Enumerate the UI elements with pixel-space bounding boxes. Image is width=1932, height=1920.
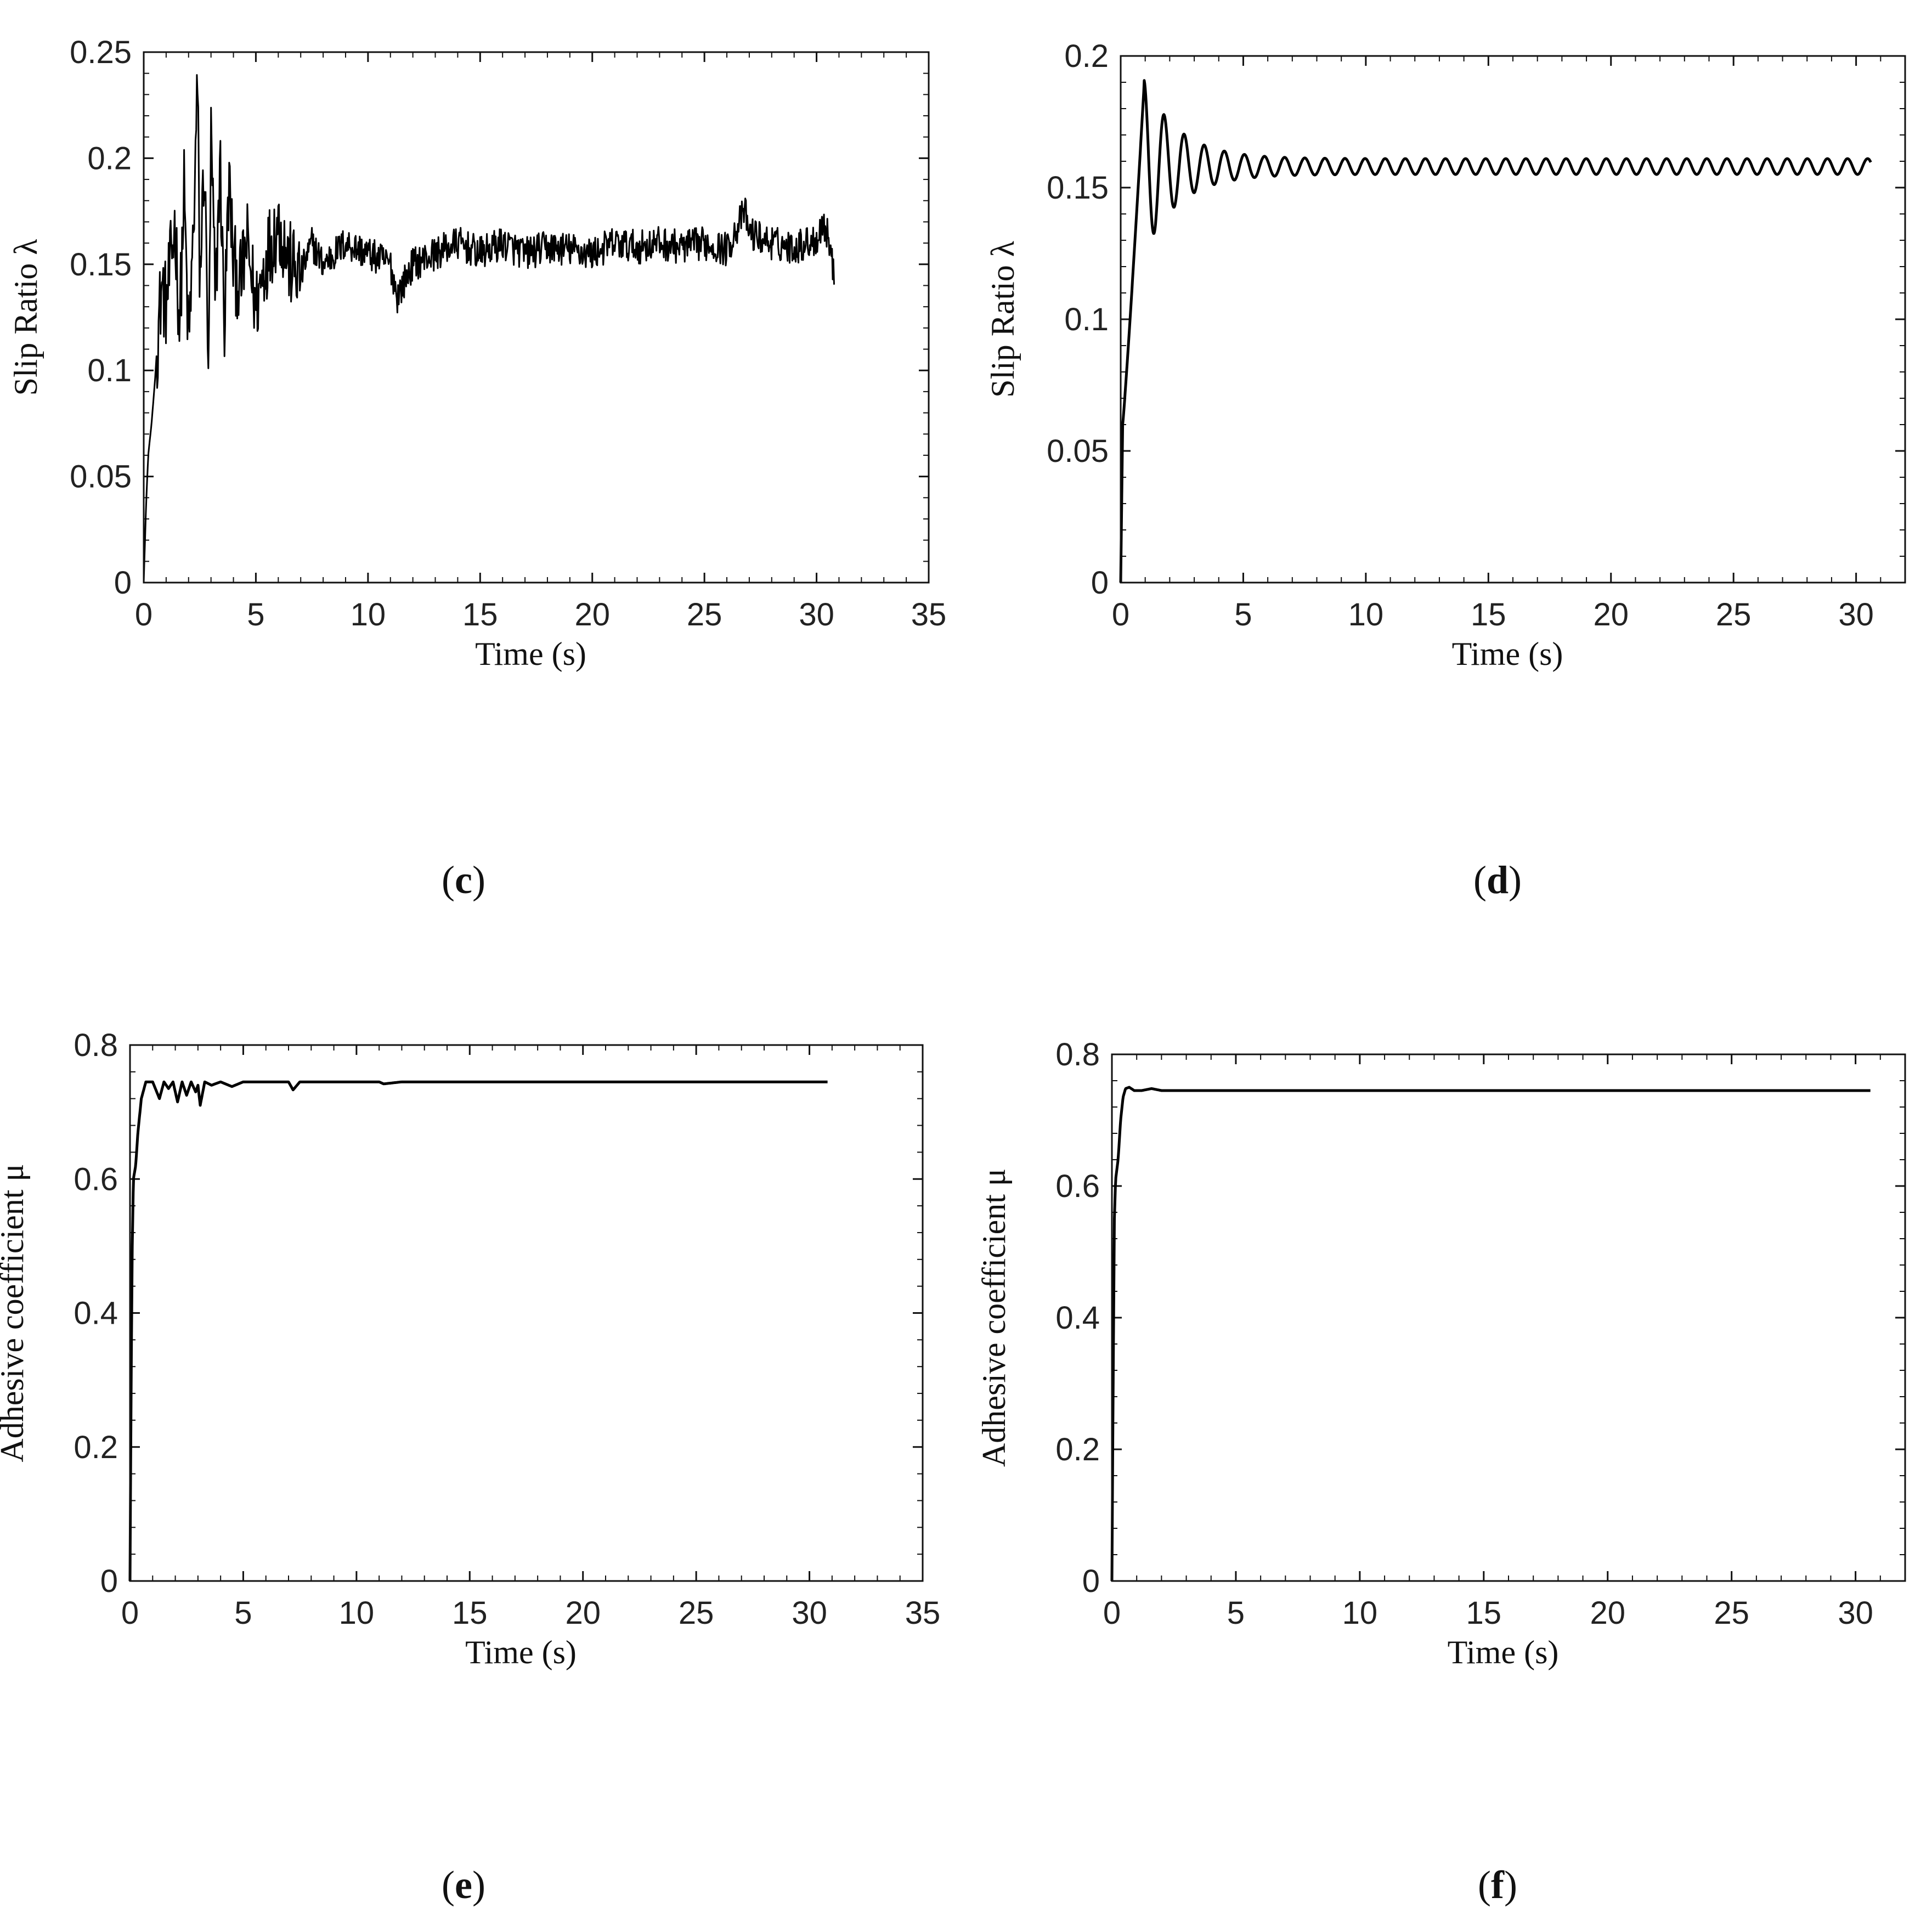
x-tick-label: 5 xyxy=(247,597,264,633)
x-tick-label: 20 xyxy=(1593,597,1629,633)
x-tick-label: 25 xyxy=(687,597,722,633)
y-tick-label: 0.4 xyxy=(1055,1300,1100,1336)
x-tick-label: 10 xyxy=(351,597,386,633)
x-axis-label: Time (s) xyxy=(475,636,586,672)
x-tick-label: 15 xyxy=(452,1595,488,1631)
x-tick-label: 30 xyxy=(1838,1595,1873,1631)
y-tick-label: 0.6 xyxy=(1055,1168,1100,1204)
plot-frame xyxy=(129,1044,924,1582)
y-tick-label: 0.8 xyxy=(1055,1037,1100,1072)
x-tick-label: 25 xyxy=(679,1595,714,1631)
panel-e: 0 5 10 15 20 25 30 35 0 0.2 0.4 0.6 0.8 Time (s) Adhes… xyxy=(0,1027,940,1670)
x-tick-label: 35 xyxy=(911,597,947,633)
y-tick-label: 0.8 xyxy=(74,1027,118,1063)
series-line xyxy=(1110,1086,1872,1582)
x-tick-label: 5 xyxy=(1227,1595,1245,1631)
y-tick-label: 0.6 xyxy=(74,1161,118,1197)
y-axis-label: Adhesive coefficient μ xyxy=(976,1168,1012,1467)
x-tick-label: 10 xyxy=(1348,597,1384,633)
panel-label-e: (e) xyxy=(442,1863,485,1907)
series-line xyxy=(143,74,835,583)
plot-frame xyxy=(1111,1053,1906,1582)
y-tick-label: 0 xyxy=(114,565,132,601)
x-tick-label: 30 xyxy=(792,1595,827,1631)
panel-d: 0 5 10 15 20 25 30 0 0.05 0.1 0.15 0.2 Time (s) Slip … xyxy=(985,38,1906,672)
x-tick-label: 10 xyxy=(1342,1595,1378,1631)
x-tick-label: 20 xyxy=(1590,1595,1625,1631)
y-tick-label: 0.2 xyxy=(1064,38,1109,74)
y-tick-label: 0.05 xyxy=(70,459,132,495)
y-tick-label: 0.25 xyxy=(70,35,132,70)
x-tick-label: 30 xyxy=(799,597,834,633)
y-tick-label: 0.15 xyxy=(70,247,132,283)
x-tick-label: 35 xyxy=(905,1595,941,1631)
x-tick-label: 25 xyxy=(1716,597,1752,633)
x-tick-label: 15 xyxy=(462,597,498,633)
x-tick-label: 30 xyxy=(1838,597,1874,633)
y-tick-label: 0.1 xyxy=(1064,302,1109,337)
x-tick-label: 10 xyxy=(339,1595,375,1631)
panel-label-f: (f) xyxy=(1478,1863,1517,1907)
y-tick-label: 0.05 xyxy=(1047,433,1109,469)
y-tick-label: 0.2 xyxy=(87,140,132,176)
y-tick-label: 0.15 xyxy=(1047,170,1109,206)
panel-f: 0 5 10 15 20 25 30 0 0.2 0.4 0.6 0.8 Time (s) Adhesiv… xyxy=(976,1037,1906,1670)
y-axis-label: Slip Ratio λ xyxy=(8,239,44,396)
series-line xyxy=(1119,79,1872,583)
series-line xyxy=(128,1080,829,1582)
y-tick-label: 0.2 xyxy=(1055,1432,1100,1467)
panel-label-d: (d) xyxy=(1473,858,1522,902)
x-tick-label: 15 xyxy=(1471,597,1506,633)
y-tick-label: 0.2 xyxy=(74,1430,118,1465)
x-tick-label: 15 xyxy=(1466,1595,1502,1631)
y-tick-label: 0.1 xyxy=(87,353,132,388)
panel-c: 0 5 10 15 20 25 30 35 0 0.05 0.1 0.15 0.2 0.25 Time (s… xyxy=(8,35,946,672)
x-tick-label: 0 xyxy=(135,597,152,633)
y-tick-label: 0 xyxy=(1091,565,1109,601)
plot-frame xyxy=(1120,55,1906,584)
y-tick-label: 0 xyxy=(100,1563,118,1599)
x-tick-label: 5 xyxy=(234,1595,252,1631)
x-tick-label: 25 xyxy=(1714,1595,1749,1631)
x-axis-label: Time (s) xyxy=(1452,636,1563,672)
x-tick-label: 0 xyxy=(1112,597,1129,633)
y-axis-label: Adhesive coefficient μ xyxy=(0,1164,30,1462)
x-tick-label: 20 xyxy=(565,1595,601,1631)
x-axis-label: Time (s) xyxy=(1448,1634,1559,1670)
x-tick-label: 0 xyxy=(121,1595,139,1631)
plot-frame xyxy=(143,51,930,584)
y-tick-label: 0.4 xyxy=(74,1296,118,1331)
panel-label-c: (c) xyxy=(442,858,485,902)
x-axis-label: Time (s) xyxy=(465,1634,577,1670)
x-tick-label: 5 xyxy=(1234,597,1252,633)
x-tick-label: 20 xyxy=(574,597,610,633)
y-tick-label: 0 xyxy=(1082,1563,1100,1599)
y-axis-label: Slip Ratio λ xyxy=(985,241,1021,398)
x-tick-label: 0 xyxy=(1103,1595,1121,1631)
